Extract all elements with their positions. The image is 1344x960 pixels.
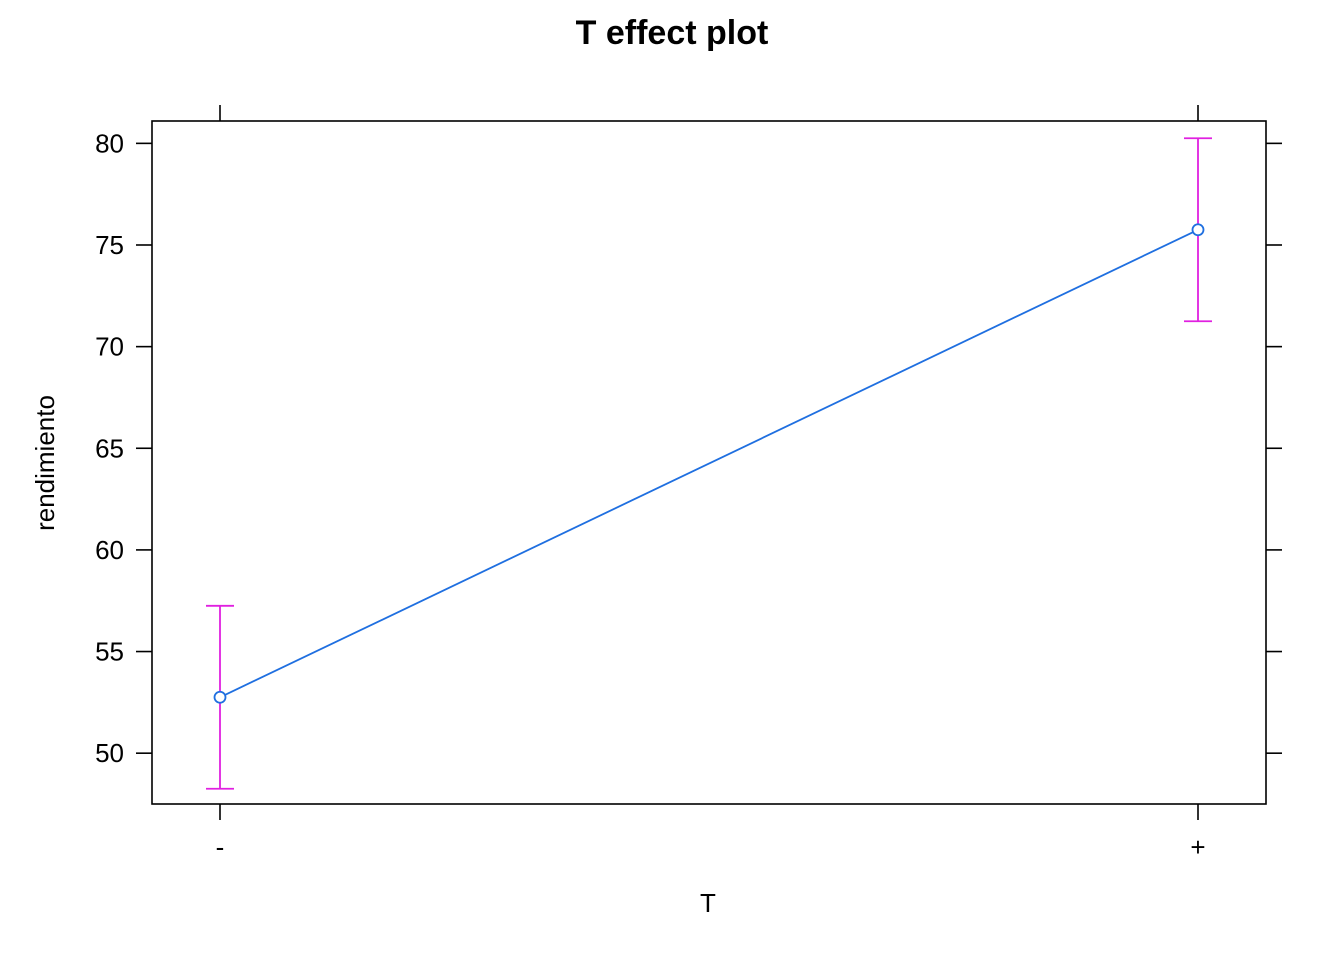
data-point — [213, 690, 227, 704]
y-axis: 50 55 60 65 70 75 80 — [95, 128, 1282, 768]
y-tick-label: 60 — [95, 535, 124, 565]
series-layer — [206, 137, 1212, 790]
x-tick-label: - — [216, 832, 225, 862]
y-tick-label: 80 — [95, 128, 124, 158]
plot-frame — [151, 120, 1267, 805]
y-tick-label: 55 — [95, 637, 124, 667]
data-point — [1191, 223, 1205, 237]
series-line — [219, 228, 1199, 699]
x-axis-label: T — [700, 888, 716, 918]
x-tick-label: + — [1190, 832, 1205, 862]
y-tick-label: 50 — [95, 738, 124, 768]
y-tick-label: 75 — [95, 230, 124, 260]
y-tick-label: 65 — [95, 433, 124, 463]
y-axis-label: rendimiento — [30, 395, 60, 531]
x-axis: - + — [216, 105, 1206, 862]
y-tick-label: 70 — [95, 332, 124, 362]
chart-title: T effect plot — [576, 14, 769, 52]
